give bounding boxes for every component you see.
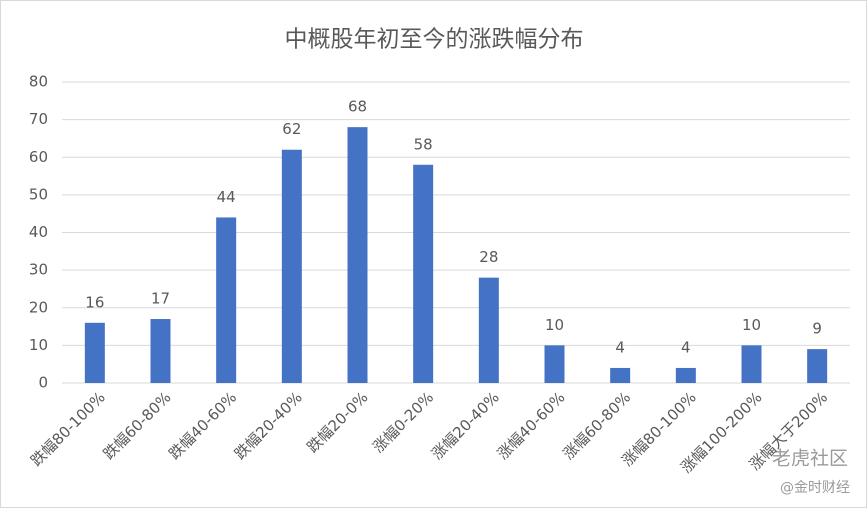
data-label: 68 xyxy=(348,98,367,116)
data-label: 10 xyxy=(742,316,761,334)
y-tick-label: 70 xyxy=(29,110,48,128)
bar xyxy=(478,277,499,383)
data-label: 9 xyxy=(812,320,822,338)
data-label: 44 xyxy=(217,188,236,206)
watermark: @金时财经 xyxy=(780,480,850,496)
bar xyxy=(84,322,105,383)
data-label: 4 xyxy=(615,338,625,356)
data-label: 10 xyxy=(545,316,564,334)
bar xyxy=(413,164,434,383)
chart-title: 中概股年初至今的涨跌幅分布 xyxy=(285,27,584,53)
watermark: 老虎社区 xyxy=(772,448,848,470)
bar xyxy=(216,217,237,383)
y-tick-label: 40 xyxy=(29,223,48,241)
data-label: 16 xyxy=(85,293,104,311)
bar xyxy=(675,367,696,383)
y-tick-label: 50 xyxy=(29,185,48,203)
data-label: 4 xyxy=(681,338,691,356)
data-label: 28 xyxy=(479,248,498,266)
bar xyxy=(347,127,368,384)
bar xyxy=(741,345,762,383)
bar xyxy=(544,345,565,383)
data-label: 17 xyxy=(151,290,170,308)
y-tick-label: 80 xyxy=(29,73,48,91)
bar xyxy=(807,349,828,383)
bar xyxy=(150,319,171,383)
bar xyxy=(281,149,302,383)
bar xyxy=(610,367,631,383)
y-tick-label: 0 xyxy=(38,374,48,392)
y-tick-label: 20 xyxy=(29,298,48,316)
y-tick-label: 10 xyxy=(29,336,48,354)
data-label: 62 xyxy=(282,120,301,138)
y-tick-label: 60 xyxy=(29,148,48,166)
data-label: 58 xyxy=(414,135,433,153)
y-tick-label: 30 xyxy=(29,261,48,279)
